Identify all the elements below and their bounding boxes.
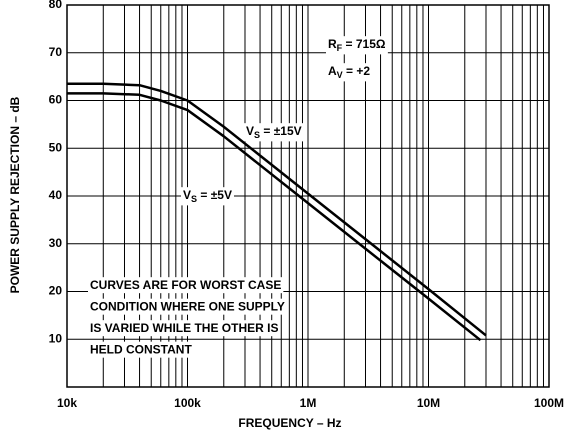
line	[67, 92, 482, 342]
label-bg	[88, 298, 287, 315]
note: IS VARIED WHILE THE OTHER IS	[88, 320, 281, 337]
subscript: S	[254, 130, 260, 140]
note: CONDITION WHERE ONE SUPPLY	[88, 298, 287, 315]
x-tick-label: 100M	[534, 396, 564, 410]
label-bg	[88, 320, 281, 337]
label-part: A	[328, 64, 337, 78]
y-tick-label: 50	[49, 140, 63, 154]
label-bg	[326, 36, 388, 55]
note-line: IS VARIED WHILE THE OTHER IS	[90, 321, 278, 335]
x-tick-label: 10k	[57, 396, 77, 410]
x-tick-label: 10M	[417, 396, 440, 410]
label-part: = 715Ω	[342, 37, 386, 51]
x-axis-label: FREQUENCY – Hz	[238, 416, 341, 430]
annotation: AV = +2	[328, 64, 370, 80]
y-tick-label: 20	[49, 284, 63, 298]
line	[67, 82, 487, 337]
label: VS = ±5V	[181, 187, 234, 206]
label: VS = ±15V	[244, 123, 304, 142]
label-bg	[326, 63, 373, 82]
x-tick-label: 1M	[300, 396, 317, 410]
y-tick-label: 70	[49, 45, 63, 59]
label-bg	[181, 187, 234, 206]
label-part: V	[183, 188, 191, 202]
label: AV = +2	[326, 63, 373, 82]
label-part: R	[328, 37, 337, 51]
y-tick-label: 30	[49, 236, 63, 250]
subscript: F	[337, 43, 343, 53]
label-bg	[88, 341, 195, 358]
subscript: S	[191, 194, 197, 204]
label: RF = 715Ω	[326, 36, 388, 55]
y-axis-label: POWER SUPPLY REJECTION – dB	[8, 96, 22, 293]
label-part: = +2	[343, 64, 371, 78]
annotation: RF = 715Ω	[328, 37, 386, 53]
plot-frame	[66, 4, 550, 388]
x-tick-label: 100k	[174, 396, 201, 410]
note-line: CONDITION WHERE ONE SUPPLY	[90, 300, 285, 314]
annotation: VS = ±5V	[183, 188, 232, 204]
note: HELD CONSTANT	[88, 341, 195, 358]
note-line: HELD CONSTANT	[90, 343, 192, 357]
label-bg	[244, 123, 304, 142]
subscript: V	[337, 70, 343, 80]
y-tick-label: 60	[49, 93, 63, 107]
label-bg	[88, 277, 284, 294]
note-line: CURVES ARE FOR WORST CASE	[90, 278, 281, 292]
label-part: = ±15V	[260, 124, 302, 138]
y-tick-label: 40	[49, 188, 63, 202]
label-part: = ±5V	[197, 188, 232, 202]
label-part: V	[246, 124, 254, 138]
y-tick-label: 10	[49, 331, 63, 345]
y-tick-label: 80	[49, 0, 63, 11]
note: CURVES ARE FOR WORST CASE	[88, 277, 284, 294]
annotation: VS = ±15V	[246, 124, 302, 140]
